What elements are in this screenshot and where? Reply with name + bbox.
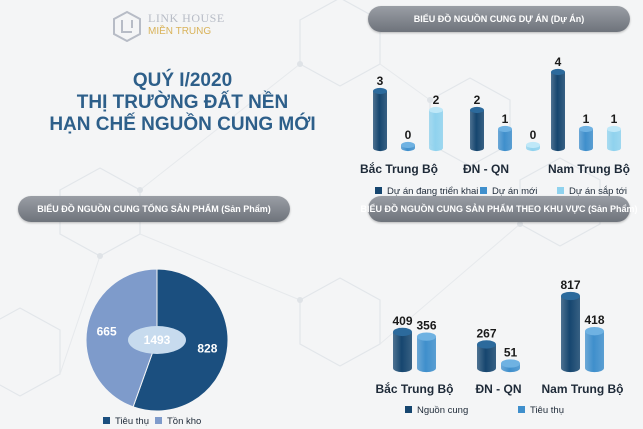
logo-subtitle: MIỀN TRUNG: [148, 26, 212, 37]
bar-nam-trung-bo-nguon-cung: [561, 291, 580, 373]
data-label: 4: [555, 55, 562, 69]
brand-logo: LINK HOUSE MIỀN TRUNG: [112, 10, 225, 44]
headline-line-2: THỊ TRƯỜNG ĐẤT NỀN: [76, 92, 289, 113]
pie-slice-ton-kho: [85, 268, 158, 408]
bar-bac-trung-bo-tieu-thu: [417, 332, 436, 373]
data-label: 1: [611, 112, 618, 126]
legend-item-nguon-cung: Nguồn cung: [405, 405, 468, 416]
chart-title-projects: BIỂU ĐỒ NGUỒN CUNG DỰ ÁN (Dự Án): [368, 6, 630, 32]
svg-text:Dự án sắp tới: Dự án sắp tới: [569, 186, 627, 197]
slice-value-label: 828: [197, 342, 217, 356]
category-label: Bắc Trung Bộ: [360, 161, 438, 176]
chart-title-products-by-region: BIỂU ĐỒ NGUỒN CUNG SẢN PHẨM THEO KHU VỰC…: [361, 196, 638, 222]
projects-bar-chart: 3 0 2 Bắc Trung Bộ 2 1 0 ĐN - QN 4 1 1 Nam Trung Bộ…: [360, 55, 630, 197]
pie-total-label: 1493: [144, 333, 171, 347]
data-label: 3: [377, 74, 384, 88]
bar-bac-trung-bo-du-an-dang-trien-khai: [373, 87, 387, 152]
data-label: 0: [530, 128, 537, 142]
category-label: Bắc Trung Bộ: [375, 381, 453, 396]
slice-value-label: 665: [97, 324, 117, 338]
data-label: 267: [476, 326, 496, 340]
logo-name: LINK HOUSE: [148, 11, 225, 25]
bar-dn-qn-du-an-sap-toi: [526, 141, 540, 152]
data-label: 0: [405, 128, 412, 142]
legend-item-du-an-dang-trien-khai: Dự án đang triển khai: [375, 186, 478, 197]
data-label: 409: [392, 314, 412, 328]
total-products-pie-chart: 828 665 1493 Tiêu thụ Tồn kho: [85, 268, 229, 427]
svg-text:Nguồn cung: Nguồn cung: [417, 405, 468, 416]
svg-text:Tồn kho: Tồn kho: [167, 416, 201, 427]
svg-text:Dự án đang triển khai: Dự án đang triển khai: [387, 186, 478, 197]
bar-bac-trung-bo-du-an-moi: [401, 141, 415, 152]
data-label: 1: [583, 112, 590, 126]
data-label: 356: [416, 319, 436, 333]
category-label: Nam Trung Bộ: [541, 382, 623, 396]
svg-text:Tiêu thụ: Tiêu thụ: [530, 405, 564, 416]
data-label: 817: [560, 278, 580, 292]
headline-line-1: QUÝ I/2020: [132, 70, 233, 91]
bar-dn-qn-du-an-dang-trien-khai: [470, 106, 484, 152]
pie-center-badge: [128, 326, 186, 354]
bar-nam-trung-bo-tieu-thu: [585, 326, 604, 373]
bar-bac-trung-bo-du-an-sap-toi: [429, 106, 443, 152]
data-label: 51: [504, 346, 518, 360]
bar-nam-trung-bo-du-an-sap-toi: [607, 125, 621, 152]
data-label: 2: [474, 93, 481, 107]
headline-line-3: HẠN CHẾ NGUỒN CUNG MỚI: [49, 114, 316, 135]
bar-dn-qn-nguon-cung: [477, 340, 496, 373]
category-label: Nam Trung Bộ: [548, 162, 630, 176]
bar-dn-qn-du-an-moi: [498, 125, 512, 152]
bar-dn-qn-tieu-thu: [501, 359, 520, 373]
legend-item-du-an-moi: Dự án mới: [480, 186, 537, 197]
data-label: 1: [502, 112, 509, 126]
svg-text:Dự án mới: Dự án mới: [492, 186, 537, 197]
data-label: 2: [433, 93, 440, 107]
products-by-region-bar-chart: 409 356 Bắc Trung Bộ 267 51 ĐN - QN 817 418 Nam …: [375, 278, 623, 416]
bar-nam-trung-bo-du-an-moi: [579, 125, 593, 152]
svg-text:Tiêu thụ: Tiêu thụ: [115, 416, 149, 427]
bar-nam-trung-bo-du-an-dang-trien-khai: [551, 68, 565, 152]
legend-item-tieu-thu: Tiêu thụ: [103, 416, 149, 427]
legend-item-du-an-sap-toi: Dự án sắp tới: [557, 186, 627, 197]
bar-bac-trung-bo-nguon-cung: [393, 327, 412, 373]
house-logo-icon: [113, 10, 141, 42]
category-label: ĐN - QN: [476, 382, 522, 396]
category-label: ĐN - QN: [463, 162, 509, 176]
chart-title-total-products: BIỂU ĐỒ NGUỒN CUNG TỔNG SẢN PHẨM (Sản Ph…: [18, 196, 290, 222]
data-label: 418: [584, 313, 604, 327]
legend-item-tieu-thu: Tiêu thụ: [518, 405, 564, 416]
legend-item-ton-kho: Tồn kho: [155, 416, 201, 427]
